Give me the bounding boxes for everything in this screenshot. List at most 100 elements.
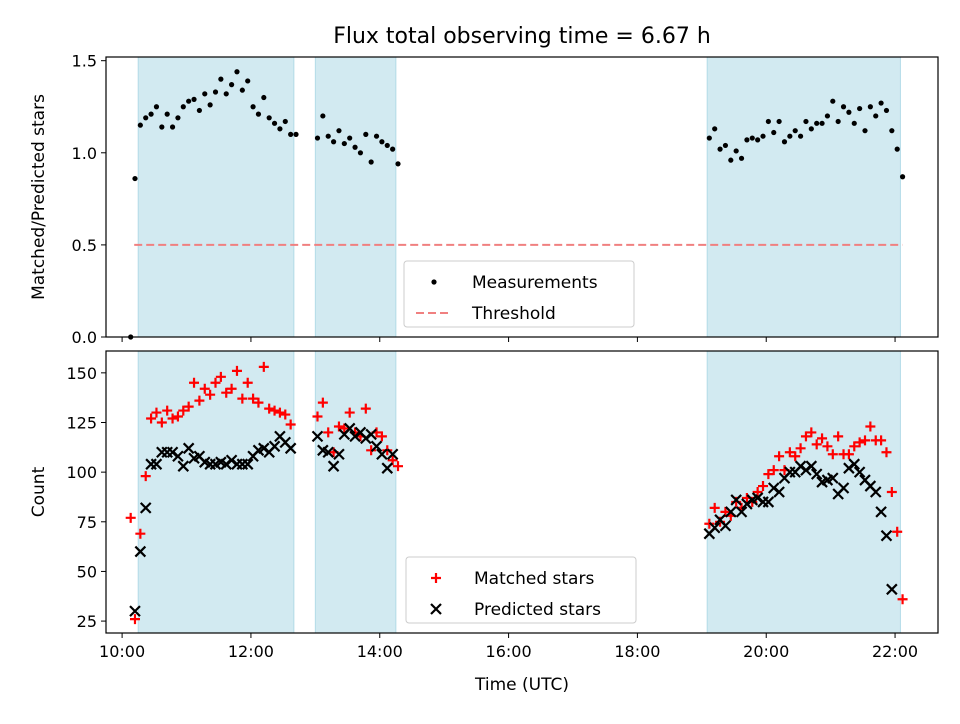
y-tick-label: 1.0 <box>72 144 97 163</box>
matched-stars-point <box>189 377 200 388</box>
matched-stars-point <box>205 389 216 400</box>
predicted-stars-point <box>730 494 742 506</box>
measurements-point <box>347 135 353 141</box>
measurements-point <box>814 120 820 126</box>
matched-stars-point <box>151 407 162 418</box>
x-tick-label: 14:00 <box>357 642 403 661</box>
matched-stars-point <box>125 512 136 523</box>
measurements-point <box>320 113 326 119</box>
measurements-point <box>282 118 288 125</box>
matched-stars-point <box>876 435 887 446</box>
predicted-stars-point <box>343 422 356 435</box>
measurements-point <box>341 140 347 147</box>
matched-stars-point <box>162 405 173 416</box>
measurements-point <box>749 135 755 141</box>
measurements-point <box>207 102 213 108</box>
legend-label: Measurements <box>472 273 598 293</box>
y-tick-label: 150 <box>66 364 97 383</box>
measurements-point <box>840 104 847 110</box>
predicted-stars-point <box>177 460 190 472</box>
matched-stars-point <box>210 377 221 388</box>
measurements-point <box>271 120 278 126</box>
measurements-point <box>717 146 723 152</box>
predicted-stars-point <box>268 440 281 453</box>
measurements-point <box>175 115 181 121</box>
measurements-point <box>293 131 299 137</box>
measurements-point <box>148 111 154 117</box>
matched-stars-point <box>360 403 371 414</box>
matched-stars-point <box>763 469 774 480</box>
matched-stars-point <box>221 387 232 398</box>
measurements-point <box>706 135 712 141</box>
measurements-point <box>781 139 788 145</box>
measurements-point <box>733 148 739 154</box>
predicted-stars-point <box>810 468 823 480</box>
matched-stars-point <box>248 393 259 404</box>
measurements-point <box>250 104 256 110</box>
measurements-point <box>835 118 841 125</box>
measurements-point <box>325 133 331 139</box>
matched-stars-point <box>242 377 253 388</box>
measurements-point <box>330 139 337 145</box>
matched-stars-point <box>339 423 350 434</box>
ratio-x-axis <box>121 337 896 342</box>
measurements-point <box>255 111 262 117</box>
predicted-stars-point <box>719 519 732 532</box>
ratio-plot-frame <box>105 56 939 338</box>
ratio-legend: Measurements Threshold <box>403 260 635 328</box>
matched-stars-point <box>790 451 801 462</box>
measurements-point <box>894 146 900 152</box>
matched-stars-point <box>376 431 387 442</box>
matched-stars-point <box>806 427 817 438</box>
y-tick-label: 0.0 <box>72 328 97 347</box>
predicted-stars-point <box>805 460 818 472</box>
predicted-stars-point <box>172 450 184 463</box>
measurements-point <box>889 128 895 134</box>
measurements-point <box>384 142 390 149</box>
measurements-point <box>792 128 798 134</box>
legend-marker <box>431 279 437 285</box>
matched-stars-point <box>280 409 291 420</box>
predicted-stars-point <box>386 448 399 461</box>
matched-stars-point <box>849 441 860 452</box>
legend-marker <box>430 603 442 615</box>
predicted-stars-point <box>837 482 850 494</box>
predicted-stars-point <box>773 486 785 498</box>
matched-stars-point <box>317 397 328 408</box>
matched-stars-point <box>312 411 323 422</box>
measurements-point <box>368 159 374 165</box>
measurements-point <box>395 161 401 167</box>
matched-stars-point <box>194 395 205 406</box>
x-tick-label: 16:00 <box>486 642 532 661</box>
chart-title: Flux total observing time = 6.67 h <box>333 24 711 49</box>
predicted-stars-point <box>869 486 882 498</box>
measurements-point <box>379 139 385 145</box>
measurements-point <box>180 104 186 110</box>
measurements-point <box>808 126 814 132</box>
measurements-point <box>765 118 771 125</box>
ratio-y-axis-label: Matched/Predicted stars <box>29 94 49 300</box>
x-axis-label: Time (UTC) <box>474 675 569 695</box>
measurements-point <box>153 104 160 110</box>
matched-stars-point <box>258 361 269 372</box>
count-y-axis: 25 50 75 100 125 150 <box>66 364 106 631</box>
predicted-stars-point <box>853 466 866 478</box>
matched-stars-point <box>156 417 167 428</box>
x-tick-label: 18:00 <box>614 642 660 661</box>
matched-stars-point <box>253 397 264 408</box>
predicted-stars-point <box>376 448 388 461</box>
ratio-panel: 0.0 0.5 1.0 1.5 Matched/Predicted stars Mea… <box>29 52 939 347</box>
measurements-point <box>373 133 380 139</box>
ratio-shaded-intervals <box>137 56 901 338</box>
measurements-point <box>363 131 369 137</box>
predicted-stars-point <box>134 545 147 558</box>
matched-stars-point <box>811 439 822 450</box>
predicted-stars-point <box>182 442 195 455</box>
predicted-stars-point <box>327 460 340 472</box>
measurements-point <box>819 120 825 126</box>
measurements-point <box>288 131 294 137</box>
x-tick-label: 12:00 <box>228 642 274 661</box>
measurements-point <box>846 109 852 115</box>
predicted-stars-point <box>139 502 152 514</box>
